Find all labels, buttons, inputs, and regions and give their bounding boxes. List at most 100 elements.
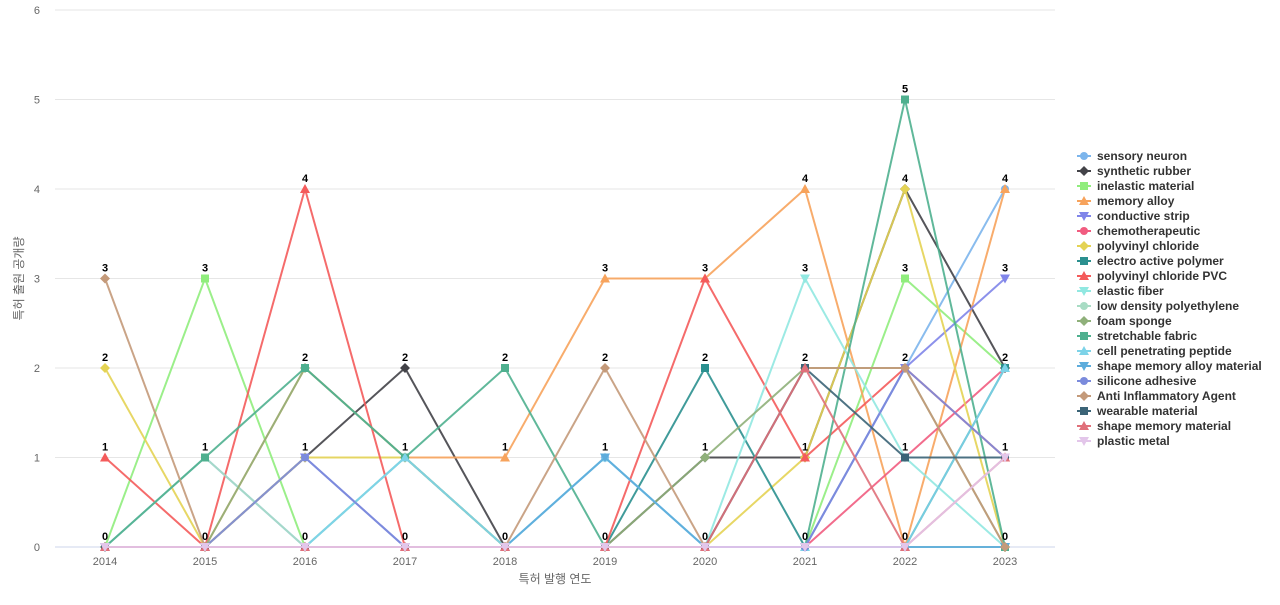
legend-item[interactable]: polyvinyl chloride PVC	[1077, 269, 1227, 283]
data-point[interactable]	[400, 363, 410, 373]
data-point[interactable]	[100, 363, 110, 373]
data-point[interactable]	[901, 453, 909, 462]
data-point[interactable]	[600, 363, 610, 373]
data-point[interactable]	[600, 273, 610, 283]
legend-marker	[1079, 391, 1089, 401]
data-point[interactable]	[901, 95, 909, 104]
legend-label: wearable material	[1096, 404, 1198, 418]
data-point[interactable]	[600, 543, 610, 552]
legend-marker	[1079, 166, 1089, 176]
data-point[interactable]	[700, 452, 710, 463]
data-point[interactable]	[1000, 363, 1010, 372]
data-point[interactable]	[800, 543, 810, 552]
series-group	[100, 95, 1010, 552]
legend-marker	[1080, 227, 1088, 235]
data-label: 0	[602, 531, 608, 543]
data-point[interactable]	[300, 543, 310, 552]
series-line	[104, 277, 1006, 548]
data-point[interactable]	[400, 452, 410, 462]
data-point[interactable]	[1000, 184, 1010, 193]
data-point[interactable]	[1000, 274, 1010, 284]
data-point[interactable]	[100, 452, 110, 462]
data-label: 2	[1002, 352, 1008, 364]
data-point[interactable]	[800, 452, 810, 462]
data-point[interactable]	[500, 452, 510, 462]
series-anti-inflammatory-agent	[100, 273, 1010, 552]
series-plastic-metal	[100, 453, 1010, 552]
data-point[interactable]	[100, 543, 110, 552]
legend-item[interactable]: shape memory material	[1077, 419, 1231, 433]
data-point[interactable]	[500, 543, 510, 552]
data-point[interactable]	[301, 453, 309, 462]
x-tick-label: 2020	[693, 556, 717, 568]
data-point[interactable]	[701, 364, 709, 372]
legend-item[interactable]: inelastic material	[1077, 179, 1194, 193]
legend-label: silicone adhesive	[1097, 374, 1197, 388]
data-point[interactable]	[901, 274, 909, 283]
x-axis-title: 특허 발행 연도	[519, 571, 592, 586]
data-point[interactable]	[900, 184, 910, 194]
y-tick-label: 4	[34, 184, 40, 196]
legend-item[interactable]: electro active polymer	[1077, 254, 1224, 268]
y-tick-label: 0	[34, 542, 40, 554]
data-label: 1	[602, 442, 608, 454]
legend-item[interactable]: Anti Inflammatory Agent	[1077, 389, 1236, 403]
legend-marker	[1080, 407, 1088, 415]
legend-label: cell penetrating peptide	[1097, 344, 1232, 358]
data-label: 0	[902, 531, 908, 543]
data-label: 4	[902, 173, 909, 185]
legend-item[interactable]: low density polyethylene	[1077, 299, 1239, 313]
legend-item[interactable]: stretchable fabric	[1077, 329, 1197, 343]
x-tick-label: 2018	[493, 556, 517, 568]
legend-item[interactable]: silicone adhesive	[1077, 374, 1197, 388]
legend-label: plastic metal	[1097, 434, 1170, 448]
data-label: 3	[102, 263, 108, 275]
data-point[interactable]	[600, 453, 610, 463]
legend-item[interactable]: sensory neuron	[1077, 149, 1187, 163]
data-point[interactable]	[301, 364, 309, 372]
data-point[interactable]	[100, 273, 110, 284]
data-point[interactable]	[300, 184, 310, 193]
legend-item[interactable]: conductive strip	[1077, 209, 1190, 223]
legend-item[interactable]: wearable material	[1077, 404, 1198, 418]
legend-item[interactable]: chemotherapeutic	[1077, 224, 1201, 238]
data-label: 2	[402, 352, 408, 364]
data-label: 0	[502, 531, 508, 543]
legend-item[interactable]: polyvinyl chloride	[1077, 239, 1199, 253]
y-tick-label: 6	[34, 5, 40, 17]
data-point[interactable]	[800, 363, 810, 372]
y-tick-label: 5	[34, 95, 40, 107]
legend-item[interactable]: elastic fiber	[1077, 284, 1164, 298]
legend-label: shape memory material	[1097, 419, 1231, 433]
data-point[interactable]	[800, 274, 810, 284]
legend-item[interactable]: plastic metal	[1077, 434, 1170, 448]
data-point[interactable]	[700, 273, 710, 283]
legend-item[interactable]: synthetic rubber	[1077, 164, 1191, 178]
legend-item[interactable]: shape memory alloy material	[1077, 359, 1262, 373]
data-point[interactable]	[201, 453, 209, 462]
data-point[interactable]	[700, 543, 710, 552]
data-point[interactable]	[900, 543, 910, 552]
y-axis-ticks: 0 1 2 3 4 5 6	[34, 5, 40, 554]
grid-lines	[55, 9, 1055, 458]
legend-item[interactable]: cell penetrating peptide	[1077, 344, 1232, 358]
series-line	[104, 277, 1006, 548]
legend-label: elastic fiber	[1097, 284, 1164, 298]
data-point[interactable]	[800, 184, 810, 193]
data-label: 0	[1002, 531, 1008, 543]
legend-label: inelastic material	[1097, 179, 1194, 193]
data-point[interactable]	[1000, 453, 1010, 463]
data-label: 0	[302, 531, 308, 543]
data-point[interactable]	[900, 363, 910, 373]
x-tick-label: 2019	[593, 556, 617, 568]
data-point[interactable]	[201, 274, 209, 283]
data-point[interactable]	[200, 543, 210, 552]
data-labels: 3 2 1 0 3 1 0 4 2 1 0 2 1 0 2 1 0 3 2 1 0 3 2 1 0 4 3 2 1 0 5 4 3 2 1 0 4 3 2 1…	[102, 84, 1009, 544]
data-point[interactable]	[1000, 542, 1010, 552]
data-label: 3	[202, 263, 208, 275]
data-point[interactable]	[501, 364, 509, 372]
legend-item[interactable]: memory alloy	[1077, 194, 1175, 208]
legend-item[interactable]: foam sponge	[1077, 314, 1172, 328]
data-point[interactable]	[400, 543, 410, 552]
